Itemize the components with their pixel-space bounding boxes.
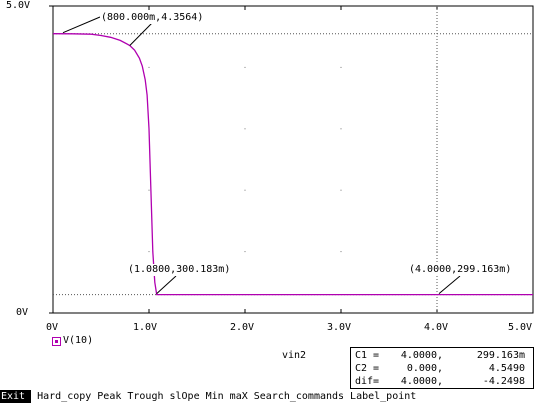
hard-copy-command[interactable]: Hard_copy [37, 391, 92, 402]
legend: V(10) [52, 335, 93, 347]
readout-row-dif: dif= 4.0000, -4.2498 [355, 375, 529, 388]
grid-dot [340, 128, 342, 130]
trace-marker-icon [52, 336, 61, 346]
readout-label: dif= [355, 376, 380, 387]
y-tick-label: 5.0V [6, 0, 31, 11]
grid-dot [436, 66, 438, 68]
exit-command[interactable]: Exit [0, 390, 32, 403]
grid-dot [436, 251, 438, 253]
grid-dot [244, 189, 246, 191]
grid-dot [340, 251, 342, 253]
x-tick-label: 4.0V [424, 322, 449, 333]
slope-command[interactable]: slOpe [169, 391, 200, 402]
legend-label: V(10) [63, 335, 94, 346]
cursor-label: (800.000m,4.3564) [100, 12, 205, 24]
plot-frame [52, 5, 534, 314]
x-tick-label: 5.0V [508, 322, 533, 333]
peak-command[interactable]: Peak [97, 391, 122, 402]
cursor-leader-line [62, 16, 101, 34]
grid-dot [244, 128, 246, 130]
command-menu-bar: Exit Hard_copy Peak Trough slOpe Min maX… [0, 390, 538, 403]
max-command[interactable]: maX [229, 391, 248, 402]
label-point-command[interactable]: Label_point [350, 391, 417, 402]
cursor-label: (4.0000,299.163m) [408, 264, 513, 276]
x-tick-label: 0V [46, 322, 59, 333]
y-tick-label: 0V [16, 307, 29, 318]
x-tick-label: 2.0V [230, 322, 255, 333]
readout-row-c1: C1 = 4.0000, 299.163m [355, 349, 529, 362]
readout-row-c2: C2 = 0.000, 4.5490 [355, 362, 529, 375]
readout-y: 299.163m [476, 350, 525, 361]
readout-label: C2 = [355, 363, 380, 374]
grid-dot [436, 189, 438, 191]
readout-y: -4.2498 [482, 376, 525, 387]
cursor-label: (1.0800,300.183m) [127, 264, 232, 276]
grid-dot [244, 66, 246, 68]
x-axis-title: vin2 [282, 350, 307, 361]
readout-y: 4.5490 [488, 363, 525, 374]
grid-dot [148, 251, 150, 253]
readout-label: C1 = [355, 350, 380, 361]
trough-command[interactable]: Trough [127, 391, 164, 402]
readout-x: 4.0000, [400, 350, 443, 361]
cursor-leader-line [129, 20, 155, 46]
cursor-leader-line [156, 275, 177, 294]
grid-dot [340, 66, 342, 68]
cursor-readout-box: C1 = 4.0000, 299.163m C2 = 0.000, 4.5490… [350, 347, 534, 389]
cursor-leader-line [438, 275, 461, 295]
x-tick-label: 3.0V [327, 322, 352, 333]
grid-dot [244, 251, 246, 253]
series-line-v10 [52, 33, 533, 296]
min-command[interactable]: Min [205, 391, 224, 402]
grid-dot [148, 66, 150, 68]
x-tick-label: 1.0V [133, 322, 158, 333]
readout-x: 4.0000, [400, 376, 443, 387]
grid-dot [340, 189, 342, 191]
grid-dot [436, 128, 438, 130]
grid-dot [148, 189, 150, 191]
readout-x: 0.000, [406, 363, 443, 374]
search-commands-command[interactable]: Search_commands [253, 391, 345, 402]
